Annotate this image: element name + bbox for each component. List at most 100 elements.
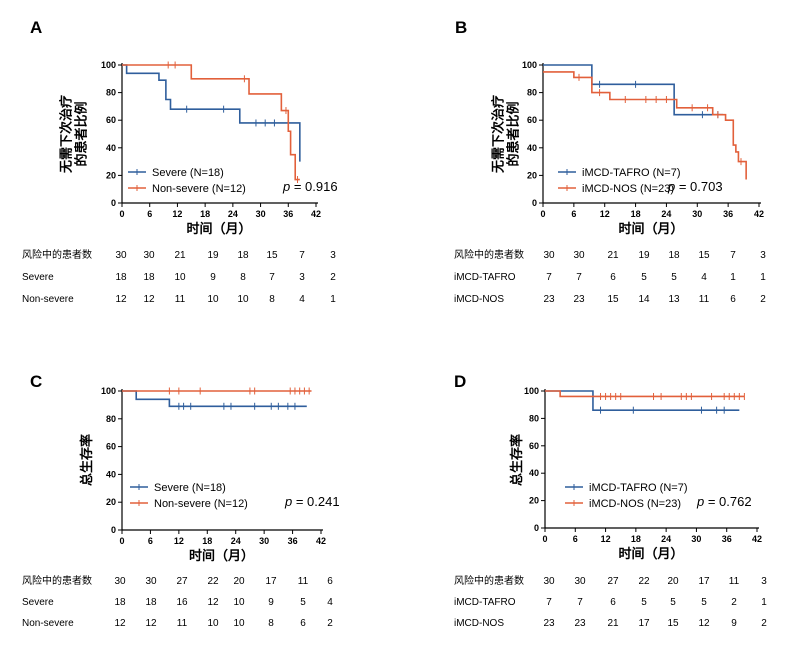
risk-table-header: 风险中的患者数	[454, 248, 524, 261]
risk-table-cell: 11	[298, 576, 309, 587]
y-tick-label: 60	[527, 115, 537, 125]
km-curve-blue	[122, 390, 307, 408]
panel-letter: A	[30, 18, 42, 37]
risk-table-cell: 20	[667, 576, 679, 587]
risk-table-cell: 12	[115, 294, 127, 305]
x-tick-label: 18	[200, 209, 210, 219]
risk-table-cell: 18	[668, 250, 680, 261]
risk-table-cell: 7	[546, 597, 552, 608]
x-tick-label: 36	[283, 209, 293, 219]
risk-table-cell: 8	[240, 272, 246, 283]
x-tick-label: 6	[147, 209, 152, 219]
p-value: p = 0.762	[696, 494, 752, 509]
risk-table-row-label: Severe	[22, 272, 54, 283]
risk-table-cell: 18	[237, 250, 249, 261]
y-tick-label: 20	[106, 497, 116, 507]
y-tick-label: 60	[106, 115, 116, 125]
risk-table-cell: 30	[543, 576, 555, 587]
y-axis-title-line: 无需下次治疗	[59, 95, 75, 174]
risk-table-cell: 7	[730, 250, 736, 261]
legend-label: iMCD-NOS (N=23)	[589, 498, 681, 510]
risk-table: 风险中的患者数 30 30 27 22 20 17 11 6 Severe 18 18 16 12 10 9 5…	[22, 574, 333, 629]
risk-table-header: 风险中的患者数	[454, 574, 524, 587]
risk-table-cell: 3	[761, 576, 767, 587]
risk-table-cell: 18	[145, 597, 157, 608]
y-tick-label: 80	[527, 88, 537, 98]
risk-table-cell: 30	[543, 250, 555, 261]
risk-table-cell: 21	[607, 618, 619, 629]
x-tick-label: 36	[723, 209, 733, 219]
x-tick-label: 30	[691, 534, 701, 544]
risk-table-cell: 6	[610, 597, 616, 608]
panel-letter: B	[455, 18, 467, 37]
risk-table-cell: 11	[175, 294, 186, 305]
y-axis-title-line: 总生存率	[509, 434, 525, 486]
x-tick-label: 12	[601, 534, 611, 544]
y-tick-label: 40	[527, 143, 537, 153]
risk-table-cell: 18	[143, 272, 155, 283]
risk-table-cell: 2	[760, 294, 766, 305]
y-axis-title: 无需下次治疗 的患者比例	[59, 95, 90, 174]
x-tick-label: 24	[661, 534, 671, 544]
risk-table-cell: 6	[327, 576, 333, 587]
risk-table-cell: 30	[573, 250, 585, 261]
risk-table-cell: 5	[641, 597, 647, 608]
panel-letter: D	[454, 372, 466, 391]
y-axis-title-line: 总生存率	[79, 434, 95, 486]
km-curve-blue	[545, 390, 740, 411]
x-tick-label: 42	[316, 536, 326, 546]
risk-table-cell: 10	[174, 272, 186, 283]
risk-table-cell: 1	[330, 294, 336, 305]
x-tick-label: 12	[172, 209, 182, 219]
risk-table-cell: 4	[701, 272, 707, 283]
risk-table-cell: 18	[114, 597, 126, 608]
y-tick-label: 100	[101, 386, 116, 396]
y-tick-label: 20	[106, 170, 116, 180]
y-tick-label: 40	[106, 469, 116, 479]
risk-table-row-label: iMCD-TAFRO	[454, 272, 516, 283]
risk-table-cell: 3	[760, 250, 766, 261]
risk-table-cell: 14	[638, 294, 650, 305]
risk-table-cell: 3	[299, 272, 305, 283]
y-tick-label: 60	[529, 441, 539, 451]
risk-table-cell: 10	[207, 294, 219, 305]
risk-table-cell: 23	[573, 294, 585, 305]
risk-table-cell: 19	[207, 250, 219, 261]
risk-table-cell: 5	[641, 272, 647, 283]
p-symbol: p	[667, 179, 675, 194]
p-symbol: p	[696, 494, 704, 509]
risk-table-row-label: Non-severe	[22, 294, 74, 305]
risk-table-cell: 7	[546, 272, 552, 283]
risk-table-cell: 23	[543, 294, 555, 305]
x-axis-title: 时间（月）	[186, 221, 251, 237]
x-tick-label: 12	[174, 536, 184, 546]
risk-table-cell: 18	[115, 272, 127, 283]
y-tick-label: 0	[534, 523, 539, 533]
p-value: p = 0.916	[282, 179, 338, 194]
x-tick-label: 0	[540, 209, 545, 219]
legend-label: Severe (N=18)	[154, 482, 226, 494]
risk-table-cell: 16	[176, 597, 188, 608]
y-axis-title: 总生存率	[79, 434, 95, 486]
y-axis-title-line: 的患者比例	[506, 101, 522, 166]
p-value: p = 0.241	[284, 494, 340, 509]
risk-table-cell: 2	[761, 618, 767, 629]
risk-table-cell: 1	[761, 597, 767, 608]
risk-table-cell: 12	[145, 618, 157, 629]
x-tick-label: 18	[631, 534, 641, 544]
x-tick-label: 24	[661, 209, 671, 219]
risk-table-cell: 15	[698, 250, 710, 261]
risk-table-cell: 6	[300, 618, 306, 629]
risk-table-cell: 27	[607, 576, 619, 587]
legend-label: iMCD-TAFRO (N=7)	[582, 167, 680, 179]
risk-table-cell: 22	[207, 576, 219, 587]
x-tick-label: 0	[119, 536, 124, 546]
risk-table-cell: 10	[237, 294, 249, 305]
x-tick-label: 18	[202, 536, 212, 546]
y-tick-label: 80	[529, 413, 539, 423]
